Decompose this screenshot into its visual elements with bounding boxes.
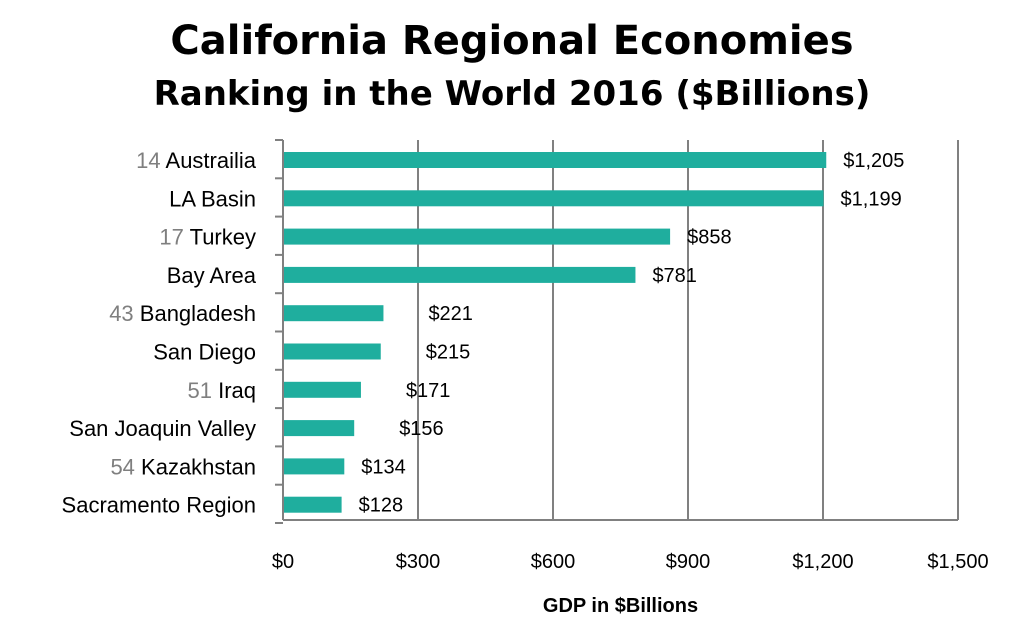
data-label: $134 (361, 456, 406, 478)
category-name: Bangladesh (140, 301, 256, 326)
bar (284, 305, 384, 322)
category-name: Iraq (218, 378, 256, 403)
data-label: $1,205 (843, 150, 904, 172)
category-label: 54 Kazakhstan (110, 454, 256, 479)
chart-subtitle: Ranking in the World 2016 ($Billions) (153, 74, 871, 114)
data-label: $171 (406, 380, 451, 402)
world-rank: 17 (159, 225, 189, 250)
data-label: $128 (359, 495, 404, 517)
category-name: Sacramento Region (62, 493, 256, 518)
data-label: $156 (399, 418, 444, 440)
category-label: 17 Turkey (159, 225, 256, 250)
bar (284, 458, 345, 475)
bar (284, 190, 824, 207)
bar (284, 228, 671, 245)
data-label: $221 (428, 303, 473, 325)
world-rank: 54 (110, 454, 141, 479)
labels: 14 Austrailia $1,205 LA Basin $1,199 17 Turk… (62, 148, 905, 518)
bars (284, 152, 827, 513)
category-label: Sacramento Region (62, 493, 256, 518)
category-label: LA Basin (169, 186, 256, 211)
category-label: 14 Austrailia (136, 148, 257, 173)
category-label: 43 Bangladesh (109, 301, 256, 326)
category-name: Austrailia (166, 148, 257, 173)
data-label: $781 (652, 265, 697, 287)
world-rank: 14 (136, 148, 165, 173)
category-name: San Diego (153, 340, 256, 365)
data-label: $858 (687, 227, 732, 249)
x-tick-label: $600 (531, 551, 576, 573)
bar (284, 381, 361, 398)
x-tick-label: $0 (272, 551, 294, 573)
world-rank: 51 (187, 378, 218, 403)
x-tick-label: $1,200 (792, 551, 853, 573)
data-label: $1,199 (841, 188, 902, 210)
bar (284, 266, 636, 283)
bar (284, 152, 827, 168)
category-name: LA Basin (169, 186, 256, 211)
bar (284, 343, 381, 360)
category-label: Bay Area (167, 263, 257, 288)
data-label: $215 (426, 342, 471, 364)
category-name: Turkey (190, 225, 256, 250)
axes: $0 $300 $600 $900 $1,200 $1,500 (272, 139, 989, 573)
x-tick-label: $1,500 (927, 551, 988, 573)
category-name: Bay Area (167, 263, 257, 288)
x-tick-label: $300 (396, 551, 441, 573)
x-tick-label: $900 (666, 551, 711, 573)
category-name: San Joaquin Valley (69, 416, 256, 441)
category-name: Kazakhstan (141, 454, 256, 479)
chart-title: California Regional Economies (170, 18, 854, 64)
category-label: San Joaquin Valley (69, 416, 256, 441)
bar (284, 496, 342, 513)
world-rank: 43 (109, 301, 140, 326)
x-axis-title: GDP in $Billions (543, 595, 698, 617)
category-label: 51 Iraq (187, 378, 256, 403)
category-label: San Diego (153, 340, 256, 365)
bar (284, 420, 355, 437)
